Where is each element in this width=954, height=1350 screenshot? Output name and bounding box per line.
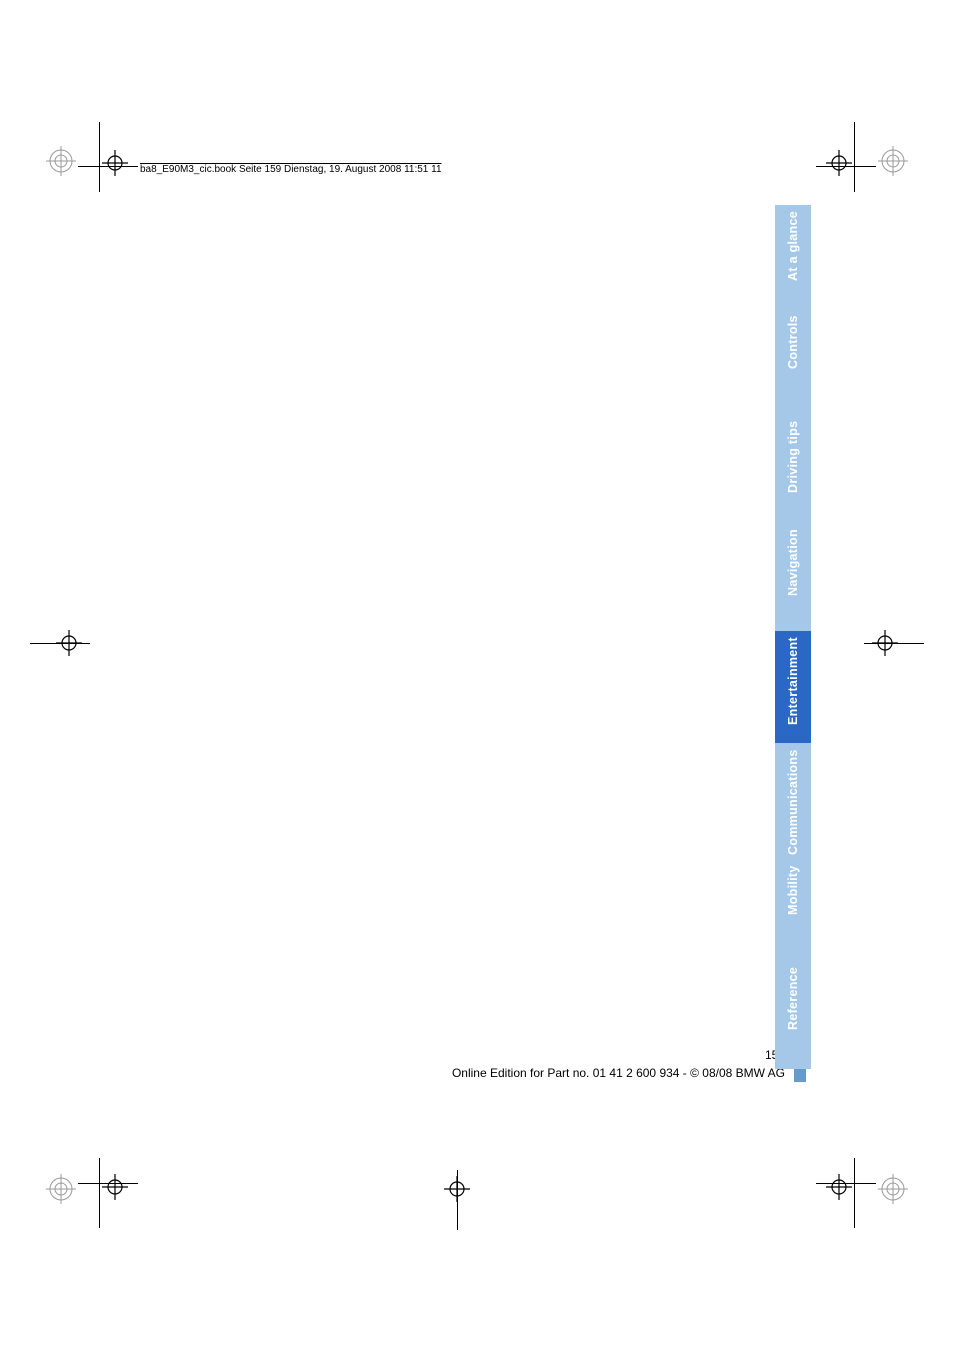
- registration-cross-icon: [102, 1174, 128, 1200]
- crop-mark: [816, 1183, 876, 1184]
- section-tab-label: At a glance: [786, 211, 800, 281]
- registration-cross-icon: [826, 150, 852, 176]
- registration-target-icon: [878, 146, 908, 176]
- crop-mark: [99, 1158, 100, 1228]
- section-tab-mobility[interactable]: Mobility: [775, 859, 811, 961]
- page-content: ba8_E90M3_cic.book Seite 159 Dienstag, 1…: [140, 160, 810, 1170]
- section-tab-label: Driving tips: [786, 421, 800, 493]
- registration-target-icon: [46, 1174, 76, 1204]
- section-tab-controls[interactable]: Controls: [775, 309, 811, 415]
- footer-edition-line: Online Edition for Part no. 01 41 2 600 …: [452, 1066, 785, 1080]
- section-tab-label: Navigation: [786, 529, 800, 596]
- crop-mark: [457, 1170, 458, 1230]
- crop-mark: [99, 122, 100, 192]
- crop-mark: [816, 166, 876, 167]
- section-tab-entertainment[interactable]: Entertainment: [775, 631, 811, 743]
- crop-mark: [78, 166, 138, 167]
- section-tab-reference[interactable]: Reference: [775, 961, 811, 1069]
- registration-cross-icon: [102, 150, 128, 176]
- section-tabs: At a glance Controls Driving tips Navigatio…: [775, 205, 811, 1069]
- section-tab-label: Controls: [786, 315, 800, 369]
- registration-cross-icon: [826, 1174, 852, 1200]
- crop-mark: [78, 1183, 138, 1184]
- section-tab-navigation[interactable]: Navigation: [775, 523, 811, 631]
- section-tab-at-a-glance[interactable]: At a glance: [775, 205, 811, 309]
- section-tab-driving-tips[interactable]: Driving tips: [775, 415, 811, 523]
- section-tab-communications[interactable]: Communications: [775, 743, 811, 859]
- section-tab-label: Mobility: [786, 865, 800, 915]
- registration-target-icon: [878, 1174, 908, 1204]
- crop-mark: [854, 1158, 855, 1228]
- section-tab-label: Reference: [786, 967, 800, 1030]
- running-head: ba8_E90M3_cic.book Seite 159 Dienstag, 1…: [140, 164, 442, 175]
- crop-mark: [30, 643, 90, 644]
- crop-mark: [854, 122, 855, 192]
- section-tab-label: Entertainment: [786, 637, 800, 725]
- section-tab-label: Communications: [786, 749, 800, 855]
- crop-mark: [864, 643, 924, 644]
- registration-target-icon: [46, 146, 76, 176]
